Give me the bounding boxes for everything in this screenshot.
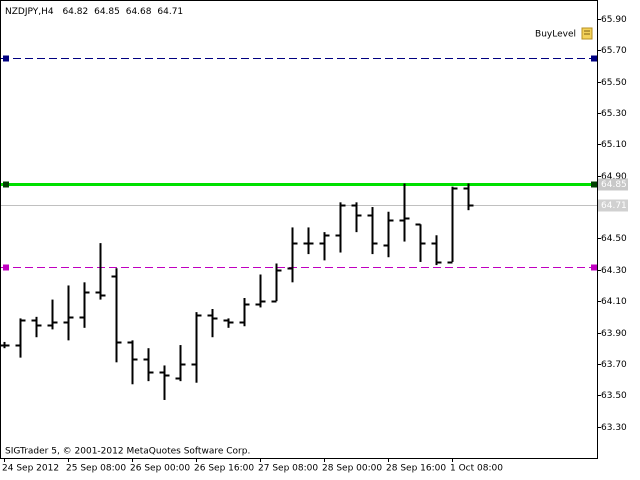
- x-tick-label: 26 Sep 16:00: [194, 464, 254, 474]
- y-tick-label: 64.50: [601, 234, 627, 244]
- y-tick-label: 65.90: [601, 15, 627, 25]
- header-close: 64.71: [157, 7, 183, 17]
- x-tick-label: 28 Sep 16:00: [386, 464, 446, 474]
- plot-frame: [0, 0, 598, 459]
- buy-level-label: BuyLevel: [535, 30, 576, 40]
- x-tick-label: 25 Sep 08:00: [66, 464, 126, 474]
- buy-level-icon: [581, 27, 593, 40]
- y-tick-label: 65.10: [601, 140, 627, 150]
- y-tick-label: 65.70: [601, 46, 627, 56]
- y-tick-label: 63.90: [601, 329, 627, 339]
- y-tick-label: 64.30: [601, 266, 627, 276]
- line-handle: [3, 264, 9, 271]
- header-high: 64.85: [94, 7, 120, 17]
- header-low: 64.68: [126, 7, 152, 17]
- x-tick-label: 28 Sep 00:00: [322, 464, 382, 474]
- header-open: 64.82: [62, 7, 88, 17]
- price-label: 64.85: [601, 180, 627, 190]
- x-tick-label: 1 Oct 08:00: [450, 464, 503, 474]
- y-tick-label: 63.50: [601, 391, 627, 401]
- y-tick-label: 63.70: [601, 360, 627, 370]
- line-handle: [591, 264, 597, 271]
- price-label-box: [598, 199, 628, 212]
- line-handle: [3, 181, 9, 188]
- line-handle: [3, 55, 9, 62]
- price-label-box: [598, 178, 628, 191]
- x-tick-label: 27 Sep 08:00: [258, 464, 318, 474]
- footer: SIGTrader 5, © 2001-2012 MetaQuotes Soft…: [5, 447, 250, 457]
- y-tick-label: 63.30: [601, 423, 627, 433]
- line-handle: [591, 181, 597, 188]
- y-tick-label: 64.10: [601, 297, 627, 307]
- y-tick-label: 65.50: [601, 78, 627, 88]
- x-tick-label: 26 Sep 00:00: [130, 464, 190, 474]
- y-tick-label: 65.30: [601, 109, 627, 119]
- symbol: NZDJPY,H4: [5, 7, 54, 17]
- line-handle: [591, 55, 597, 62]
- x-tick-label: 24 Sep 2012: [2, 464, 59, 474]
- price-label: 64.71: [601, 201, 627, 211]
- y-tick-label: 64.90: [601, 172, 627, 182]
- chart-header: NZDJPY,H4 64.82 64.85 64.68 64.71: [5, 7, 183, 17]
